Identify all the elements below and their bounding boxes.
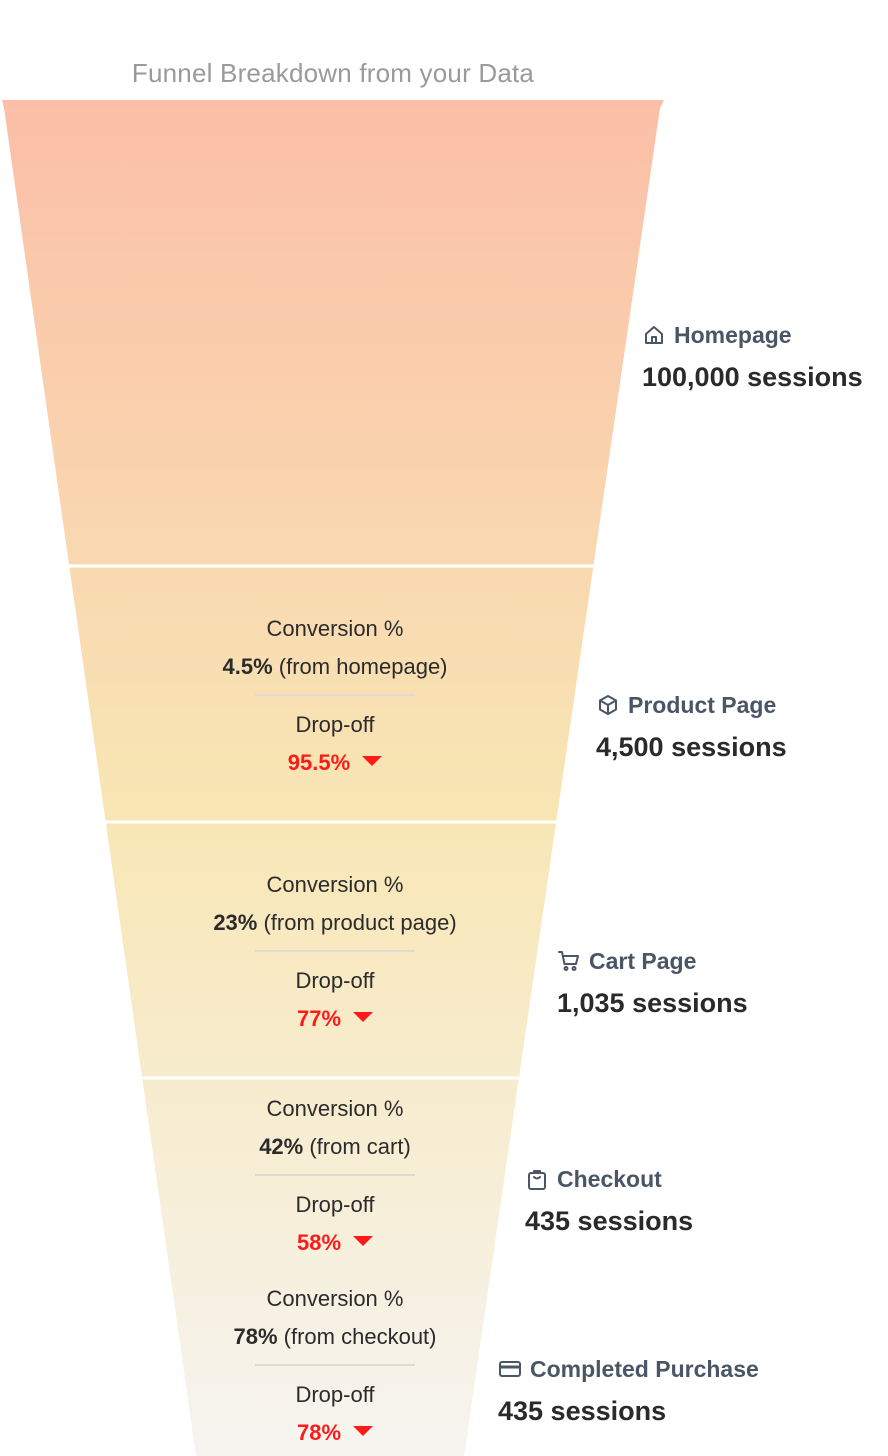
conversion-label: Conversion % bbox=[266, 616, 404, 641]
stats-divider bbox=[255, 1174, 415, 1176]
stage-label-checkout: Checkout 435 sessions bbox=[525, 1164, 693, 1237]
stage-name: Homepage bbox=[642, 320, 863, 350]
down-arrow-icon bbox=[353, 1426, 374, 1437]
dropoff-value: 77% bbox=[296, 1006, 342, 1031]
down-arrow-icon bbox=[353, 1236, 374, 1247]
conversion-value-line: 23% (from product page) bbox=[180, 904, 490, 942]
conversion-from: (from cart) bbox=[309, 1134, 411, 1159]
stage-stats-completed-purchase: Conversion % 78% (from checkout) Drop-of… bbox=[185, 1280, 485, 1452]
conversion-from: (from checkout) bbox=[283, 1324, 437, 1349]
stage-label-completed-purchase: Completed Purchase 435 sessions bbox=[498, 1354, 759, 1427]
conversion-label: Conversion % bbox=[266, 1096, 404, 1121]
conversion-value-line: 42% (from cart) bbox=[185, 1128, 485, 1166]
stage-name: Product Page bbox=[596, 690, 787, 720]
dropoff-value-line: 58% bbox=[185, 1224, 485, 1262]
home-icon bbox=[645, 326, 663, 344]
stage-name: Checkout bbox=[525, 1164, 693, 1194]
bag-icon bbox=[528, 1170, 546, 1190]
dropoff-label: Drop-off bbox=[295, 1192, 375, 1217]
stage-stats-product-page: Conversion % 4.5% (from homepage) Drop-o… bbox=[185, 610, 485, 782]
credit-card-icon bbox=[499, 1361, 521, 1377]
dropoff-value: 58% bbox=[296, 1230, 342, 1255]
stats-divider bbox=[255, 1364, 415, 1366]
conversion-value-line: 4.5% (from homepage) bbox=[185, 648, 485, 686]
dropoff-value-line: 95.5% bbox=[185, 744, 485, 782]
dropoff-value-line: 78% bbox=[185, 1414, 485, 1452]
stage-stats-cart-page: Conversion % 23% (from product page) Dro… bbox=[180, 866, 490, 1038]
dropoff-label: Drop-off bbox=[295, 968, 375, 993]
stage-name: Completed Purchase bbox=[498, 1354, 759, 1384]
stage-sessions: 435 sessions bbox=[498, 1396, 667, 1426]
down-arrow-icon bbox=[353, 1012, 374, 1023]
stage-sessions: 4,500 sessions bbox=[596, 732, 787, 762]
chart-title: Funnel Breakdown from your Data bbox=[131, 58, 535, 88]
conversion-value: 4.5% bbox=[222, 654, 273, 679]
stage-name-text: Cart Page bbox=[589, 948, 697, 974]
funnel-shape bbox=[2, 100, 664, 1456]
conversion-from: (from homepage) bbox=[278, 654, 448, 679]
down-arrow-icon bbox=[362, 756, 383, 767]
dropoff-label: Drop-off bbox=[295, 1382, 375, 1407]
box-icon bbox=[599, 695, 617, 715]
dropoff-value: 78% bbox=[296, 1420, 342, 1445]
stage-sessions: 435 sessions bbox=[525, 1206, 694, 1236]
stats-divider bbox=[255, 694, 415, 696]
stage-label-cart-page: Cart Page 1,035 sessions bbox=[557, 946, 748, 1019]
stage-name-text: Homepage bbox=[674, 322, 792, 348]
stage-name-text: Product Page bbox=[628, 692, 777, 718]
stage-sessions: 1,035 sessions bbox=[557, 988, 748, 1018]
dropoff-value-line: 77% bbox=[180, 1000, 490, 1038]
dropoff-value: 95.5% bbox=[287, 750, 351, 775]
conversion-label: Conversion % bbox=[266, 872, 404, 897]
conversion-from: (from product page) bbox=[263, 910, 457, 935]
stats-divider bbox=[255, 950, 415, 952]
stage-name: Cart Page bbox=[557, 946, 748, 976]
stage-sessions: 100,000 sessions bbox=[642, 362, 863, 392]
stage-label-product-page: Product Page 4,500 sessions bbox=[596, 690, 787, 763]
conversion-value: 42% bbox=[259, 1134, 304, 1159]
conversion-value-line: 78% (from checkout) bbox=[185, 1318, 485, 1356]
stage-label-homepage: Homepage 100,000 sessions bbox=[642, 320, 863, 393]
cart-icon bbox=[558, 951, 579, 971]
dropoff-label: Drop-off bbox=[295, 712, 375, 737]
stage-stats-checkout: Conversion % 42% (from cart) Drop-off 58… bbox=[185, 1090, 485, 1262]
conversion-value: 23% bbox=[213, 910, 258, 935]
conversion-value: 78% bbox=[233, 1324, 278, 1349]
conversion-label: Conversion % bbox=[266, 1286, 404, 1311]
stage-name-text: Checkout bbox=[557, 1166, 662, 1192]
stage-name-text: Completed Purchase bbox=[530, 1356, 759, 1382]
